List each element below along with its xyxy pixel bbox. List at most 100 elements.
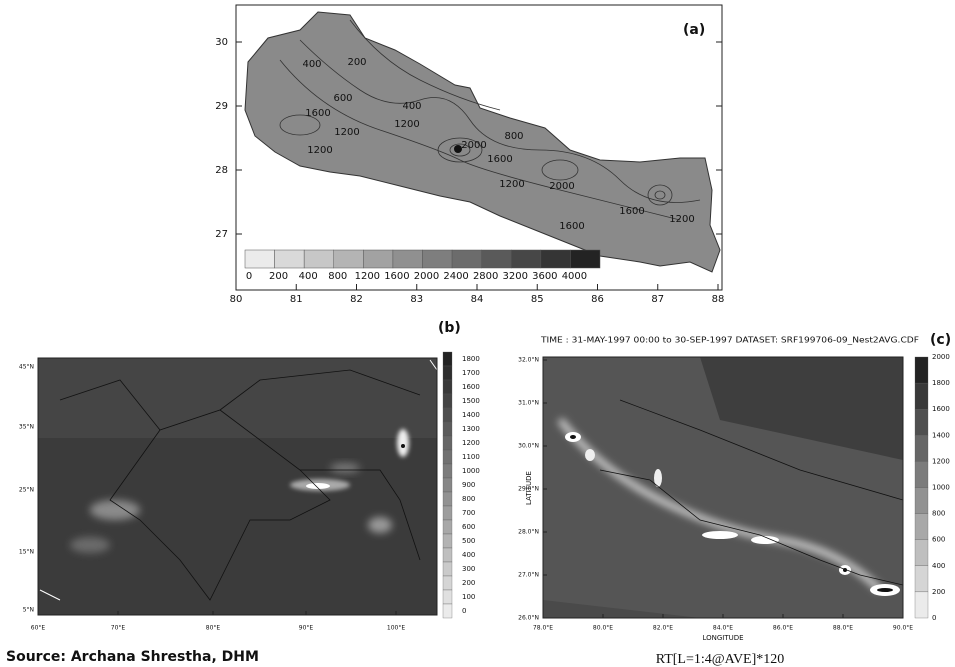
colorbar-label: 400 [299, 271, 318, 282]
colorbar-swatch [511, 249, 542, 269]
colorbar-label: 1100 [462, 453, 480, 461]
colorbar-swatch [442, 435, 453, 451]
colorbar-label: 200 [269, 271, 288, 282]
colorbar-swatch [481, 249, 512, 269]
panel-label: (c) [930, 332, 951, 348]
x-tick-label: 80°E [206, 625, 221, 632]
colorbar-label: 1000 [932, 484, 950, 492]
y-tick-label: 15°N [19, 549, 34, 556]
colorbar-swatch [914, 356, 929, 384]
x-tick-label: 87 [651, 294, 664, 305]
contour-label: 2000 [549, 181, 574, 192]
colorbar-label: 0 [462, 607, 466, 615]
colorbar-label: 800 [328, 271, 347, 282]
contour-label: 1600 [619, 206, 644, 217]
colorbar-swatch [914, 382, 929, 410]
colorbar-label: 1800 [462, 355, 480, 363]
colorbar-swatch [914, 461, 929, 488]
y-tick-label: 30.0°N [518, 443, 539, 450]
colorbar-swatch [442, 505, 453, 521]
contour-label: 1200 [499, 179, 524, 190]
contour-label: 1200 [669, 214, 694, 225]
x-tick-label: 88 [712, 294, 725, 305]
colorbar-label: 3600 [532, 271, 557, 282]
colorbar-label: 1300 [462, 425, 480, 433]
y-tick-label: 30 [215, 37, 228, 48]
source-note: Source: Archana Shrestha, DHM [6, 649, 259, 665]
colorbar-swatch [244, 249, 275, 269]
colorbar-swatch [392, 249, 423, 269]
colorbar-swatch [442, 491, 453, 507]
x-axis-label: LONGITUDE [702, 634, 743, 642]
x-tick-label: 88.0°E [833, 625, 853, 632]
colorbar-label: 1200 [932, 457, 950, 465]
panel-b-map [38, 358, 437, 615]
contour-label: 1200 [394, 119, 419, 130]
x-tick-label: 84 [471, 294, 484, 305]
colorbar-label: 1600 [932, 405, 950, 413]
colorbar-label: 4000 [562, 271, 587, 282]
colorbar-swatch [442, 547, 453, 563]
colorbar-label: 1200 [355, 271, 380, 282]
colorbar-label: 800 [932, 510, 945, 518]
colorbar-swatch [442, 407, 453, 423]
colorbar-swatch [914, 513, 929, 540]
colorbar-label: 100 [462, 593, 475, 601]
y-axis-label: LATITUDE [525, 471, 533, 505]
colorbar-label: 3200 [503, 271, 528, 282]
colorbar-swatch [303, 249, 334, 269]
colorbar-label: 1400 [462, 411, 480, 419]
x-tick-label: 70°E [111, 625, 126, 632]
x-tick-label: 84.0°E [713, 625, 733, 632]
colorbar-swatch [442, 421, 453, 437]
y-tick-label: 28.0°N [518, 529, 539, 536]
contour-label: 400 [302, 59, 321, 70]
colorbar-label: 1700 [462, 369, 480, 377]
colorbar-label: 2000 [932, 353, 950, 361]
colorbar-swatch [442, 477, 453, 493]
colorbar-swatch [914, 409, 929, 436]
colorbar-swatch [442, 561, 453, 577]
colorbar-label: 1400 [932, 431, 950, 439]
colorbar-swatch [363, 249, 394, 269]
contour-label: 1600 [487, 154, 512, 165]
contour-label: 200 [347, 57, 366, 68]
contours [279, 19, 701, 221]
colorbar-label: 700 [462, 509, 475, 517]
x-tick-label: 80 [230, 294, 243, 305]
y-tick-label: 27 [215, 229, 228, 240]
x-tick-label: 80.0°E [593, 625, 613, 632]
colorbar-swatch [570, 249, 601, 269]
y-tick-label: 35°N [19, 424, 34, 431]
colorbar-label: 300 [462, 565, 475, 573]
y-tick-label: 27.0°N [518, 572, 539, 579]
colorbar-label: 1000 [462, 467, 480, 475]
colorbar-label: 200 [932, 588, 945, 596]
colorbar-label: 1600 [384, 271, 409, 282]
y-tick-label: 32.0°N [518, 357, 539, 364]
colorbar-swatch [422, 249, 453, 269]
colorbar-label: 0 [246, 271, 252, 282]
colorbar-swatch [914, 435, 929, 462]
colorbar-swatch [442, 449, 453, 465]
colorbar-label: 0 [932, 614, 936, 622]
x-tick-label: 100°E [387, 625, 405, 632]
colorbar-label: 1200 [462, 439, 480, 447]
contour-label: 1200 [307, 145, 332, 156]
colorbar-swatch [442, 463, 453, 479]
colorbar-swatch [442, 393, 453, 409]
contour-label: 1600 [305, 108, 330, 119]
contour-label: 1200 [334, 127, 359, 138]
y-tick-label: 5°N [23, 607, 34, 614]
contour-label: 2000 [461, 140, 486, 151]
x-tick-label: 86 [591, 294, 604, 305]
panel-label: (b) [438, 320, 461, 336]
colorbar-label: 600 [932, 536, 945, 544]
y-tick-label: 28 [215, 165, 228, 176]
contour-label: 1600 [559, 221, 584, 232]
panel-label: (a) [683, 22, 705, 38]
x-tick-label: 86.0°E [773, 625, 793, 632]
colorbar-label: 1500 [462, 397, 480, 405]
y-tick-label: 25°N [19, 487, 34, 494]
colorbar-swatch [442, 603, 453, 619]
